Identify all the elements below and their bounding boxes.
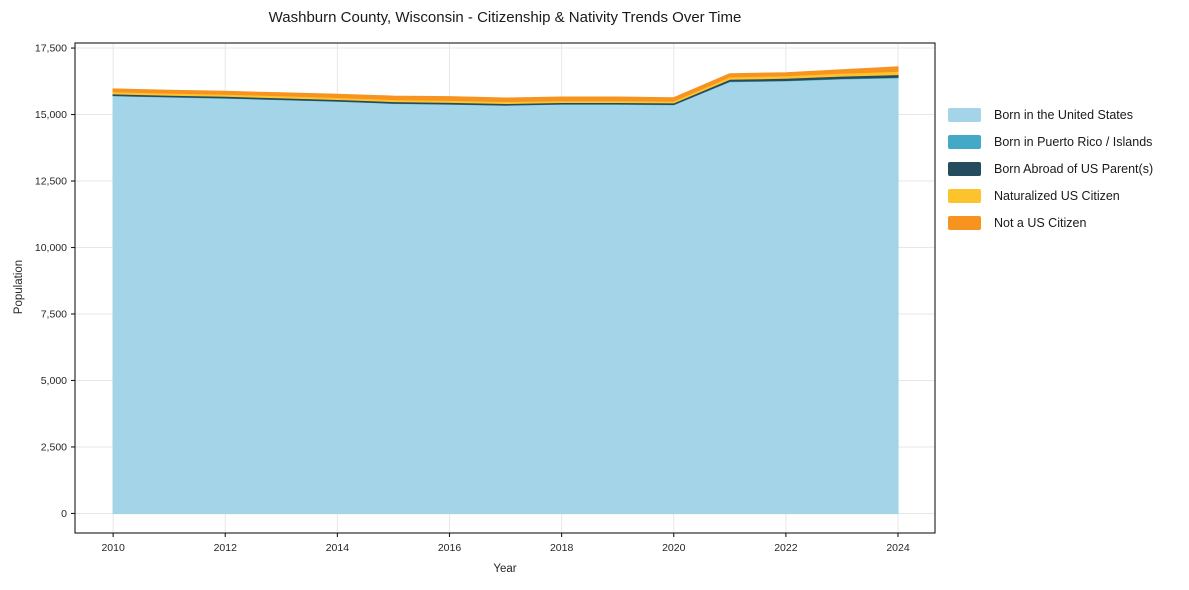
x-tick-label: 2010	[101, 542, 125, 554]
legend-swatch-icon	[948, 107, 981, 122]
x-tick-label: 2020	[662, 542, 686, 554]
legend-swatch-icon	[948, 188, 981, 203]
legend-item: Born in Puerto Rico / Islands	[948, 128, 1153, 155]
area-series-0	[112, 77, 899, 515]
x-tick-label: 2014	[326, 542, 350, 554]
legend-label: Born Abroad of US Parent(s)	[994, 161, 1154, 176]
legend-label: Naturalized US Citizen	[994, 188, 1120, 203]
y-tick-label: 7,500	[41, 308, 67, 320]
legend-swatch-icon	[948, 134, 981, 149]
legend-swatch-icon	[948, 215, 981, 230]
y-tick-label: 0	[61, 508, 67, 520]
legend-label: Not a US Citizen	[994, 215, 1087, 230]
y-tick-label: 5,000	[41, 375, 67, 387]
plot-border	[74, 42, 936, 534]
x-tick-label: 2016	[438, 542, 462, 554]
x-tick-label: 2018	[550, 542, 574, 554]
legend-item: Born in the United States	[948, 101, 1153, 128]
legend-item: Born Abroad of US Parent(s)	[948, 155, 1153, 182]
area-series-4	[112, 66, 899, 103]
y-tick-label: 10,000	[35, 242, 67, 254]
y-tick-label: 17,500	[35, 43, 67, 55]
x-tick-label: 2012	[214, 542, 238, 554]
x-axis-label: Year	[493, 563, 517, 575]
y-tick-label: 15,000	[35, 109, 67, 121]
legend: Born in the United States Born in Puerto …	[948, 101, 1153, 236]
y-axis-label: Population	[13, 259, 25, 315]
y-tick-label: 12,500	[35, 176, 67, 188]
legend-label: Born in the United States	[994, 107, 1133, 122]
x-tick-label: 2022	[774, 542, 798, 554]
x-tick-label: 2024	[886, 542, 910, 554]
legend-swatch-icon	[948, 161, 981, 176]
legend-item: Not a US Citizen	[948, 209, 1153, 236]
y-tick-label: 2,500	[41, 441, 67, 453]
chart-title: Washburn County, Wisconsin - Citizenship…	[268, 9, 742, 26]
legend-label: Born in Puerto Rico / Islands	[994, 134, 1153, 149]
legend-item: Naturalized US Citizen	[948, 182, 1153, 209]
